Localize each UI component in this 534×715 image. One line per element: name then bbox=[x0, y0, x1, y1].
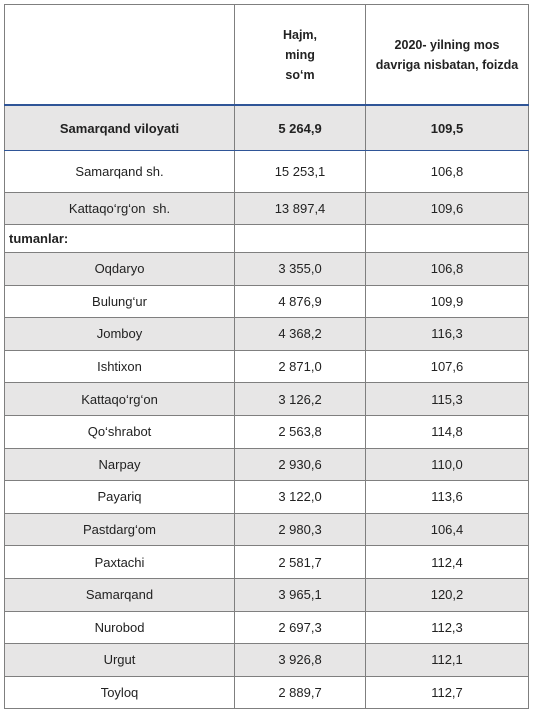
table-body: Hajm, ming so‘m 2020- yilning mos davriga n… bbox=[4, 4, 529, 710]
table-row: Jomboy 4 368,2 116,3 bbox=[4, 317, 529, 351]
table-cell: Oqdaryo bbox=[4, 252, 235, 286]
table-cell: 113,6 bbox=[365, 480, 529, 514]
table-cell: tumanlar: bbox=[4, 224, 235, 253]
table-row: Samarqand sh. 15 253,1 106,8 bbox=[4, 150, 529, 193]
header-line: Hajm, bbox=[282, 27, 318, 42]
table-row: Payariq 3 122,0 113,6 bbox=[4, 480, 529, 514]
table-cell: 3 355,0 bbox=[234, 252, 366, 286]
header-line: so‘m bbox=[285, 67, 315, 82]
table-cell: 4 876,9 bbox=[234, 284, 366, 319]
table-cell: Ishtixon bbox=[4, 349, 235, 384]
table-row: Kattaqo‘rg‘on sh. 13 897,4 109,6 bbox=[4, 192, 529, 225]
table-cell: 2 581,7 bbox=[234, 545, 366, 579]
table-row: Paxtachi 2 581,7 112,4 bbox=[4, 545, 529, 579]
table-cell: 109,9 bbox=[365, 284, 529, 319]
table-row: tumanlar: bbox=[4, 224, 529, 253]
table-row: Qo‘shrabot 2 563,8 114,8 bbox=[4, 414, 529, 449]
header-cell: Hajm, ming so‘m bbox=[234, 4, 366, 106]
table-cell: 110,0 bbox=[365, 447, 529, 482]
header-cell: 2020- yilning mos davriga nisbatan, foizd… bbox=[365, 4, 529, 106]
table-cell: 112,7 bbox=[365, 675, 529, 710]
table-cell: Kattaqo‘rg‘on sh. bbox=[4, 192, 235, 225]
table-cell: Samarqand bbox=[4, 577, 235, 612]
table-cell: 13 897,4 bbox=[234, 192, 366, 225]
table-cell: Urgut bbox=[4, 643, 235, 677]
header-row: Hajm, ming so‘m 2020- yilning mos davriga n… bbox=[4, 4, 529, 106]
table-row: Pastdarg‘om 2 980,3 106,4 bbox=[4, 512, 529, 547]
table-row: Kattaqo‘rg‘on 3 126,2 115,3 bbox=[4, 382, 529, 416]
table-row: Oqdaryo 3 355,0 106,8 bbox=[4, 252, 529, 286]
table-row: Nurobod 2 697,3 112,3 bbox=[4, 610, 529, 645]
table-cell: 3 126,2 bbox=[234, 382, 366, 416]
table-row: Bulung‘ur 4 876,9 109,9 bbox=[4, 284, 529, 319]
table-cell: 3 926,8 bbox=[234, 643, 366, 677]
table-cell: 120,2 bbox=[365, 577, 529, 612]
table-cell: 3 122,0 bbox=[234, 480, 366, 514]
table-cell: 112,3 bbox=[365, 610, 529, 645]
table-cell: 109,5 bbox=[365, 104, 529, 151]
table-cell: 2 697,3 bbox=[234, 610, 366, 645]
table-cell: 109,6 bbox=[365, 192, 529, 225]
table-row: Samarqand 3 965,1 120,2 bbox=[4, 577, 529, 612]
header-line: 2020- yilning mos bbox=[394, 37, 500, 52]
table-cell: 2 980,3 bbox=[234, 512, 366, 547]
table-cell: 2 563,8 bbox=[234, 414, 366, 449]
table-cell: 115,3 bbox=[365, 382, 529, 416]
table-cell: Toyloq bbox=[4, 675, 235, 710]
table-cell: 112,4 bbox=[365, 545, 529, 579]
table-cell: 3 965,1 bbox=[234, 577, 366, 612]
table-cell: 106,4 bbox=[365, 512, 529, 547]
table-cell: Qo‘shrabot bbox=[4, 414, 235, 449]
table-cell: 107,6 bbox=[365, 349, 529, 384]
table-cell bbox=[234, 224, 366, 253]
table-row: Narpay 2 930,6 110,0 bbox=[4, 447, 529, 482]
table-cell: 2 871,0 bbox=[234, 349, 366, 384]
header-line: davriga nisbatan, foizda bbox=[375, 57, 519, 72]
table-cell: Pastdarg‘om bbox=[4, 512, 235, 547]
header-cell bbox=[4, 4, 235, 106]
table-cell bbox=[365, 224, 529, 253]
table-cell: 2 889,7 bbox=[234, 675, 366, 710]
table-cell: 106,8 bbox=[365, 252, 529, 286]
table-cell: Samarqand viloyati bbox=[4, 104, 235, 151]
table-cell: 112,1 bbox=[365, 643, 529, 677]
table-cell: Paxtachi bbox=[4, 545, 235, 579]
table-cell: Nurobod bbox=[4, 610, 235, 645]
table-cell: 5 264,9 bbox=[234, 104, 366, 151]
header-line: ming bbox=[285, 47, 315, 62]
table-row: Ishtixon 2 871,0 107,6 bbox=[4, 349, 529, 384]
table-cell: Kattaqo‘rg‘on bbox=[4, 382, 235, 416]
table-cell: 15 253,1 bbox=[234, 150, 366, 193]
table-row: Toyloq 2 889,7 112,7 bbox=[4, 675, 529, 710]
table-row: Samarqand viloyati 5 264,9 109,5 bbox=[4, 104, 529, 151]
table-cell: 114,8 bbox=[365, 414, 529, 449]
data-table: Hajm, ming so‘m 2020- yilning mos davriga n… bbox=[4, 4, 529, 710]
table-cell: Jomboy bbox=[4, 317, 235, 351]
table-cell: 2 930,6 bbox=[234, 447, 366, 482]
table-cell: Samarqand sh. bbox=[4, 150, 235, 193]
table-row: Urgut 3 926,8 112,1 bbox=[4, 643, 529, 677]
table-cell: 116,3 bbox=[365, 317, 529, 351]
table-cell: Bulung‘ur bbox=[4, 284, 235, 319]
table-cell: 106,8 bbox=[365, 150, 529, 193]
table-cell: Payariq bbox=[4, 480, 235, 514]
table-cell: Narpay bbox=[4, 447, 235, 482]
table-cell: 4 368,2 bbox=[234, 317, 366, 351]
